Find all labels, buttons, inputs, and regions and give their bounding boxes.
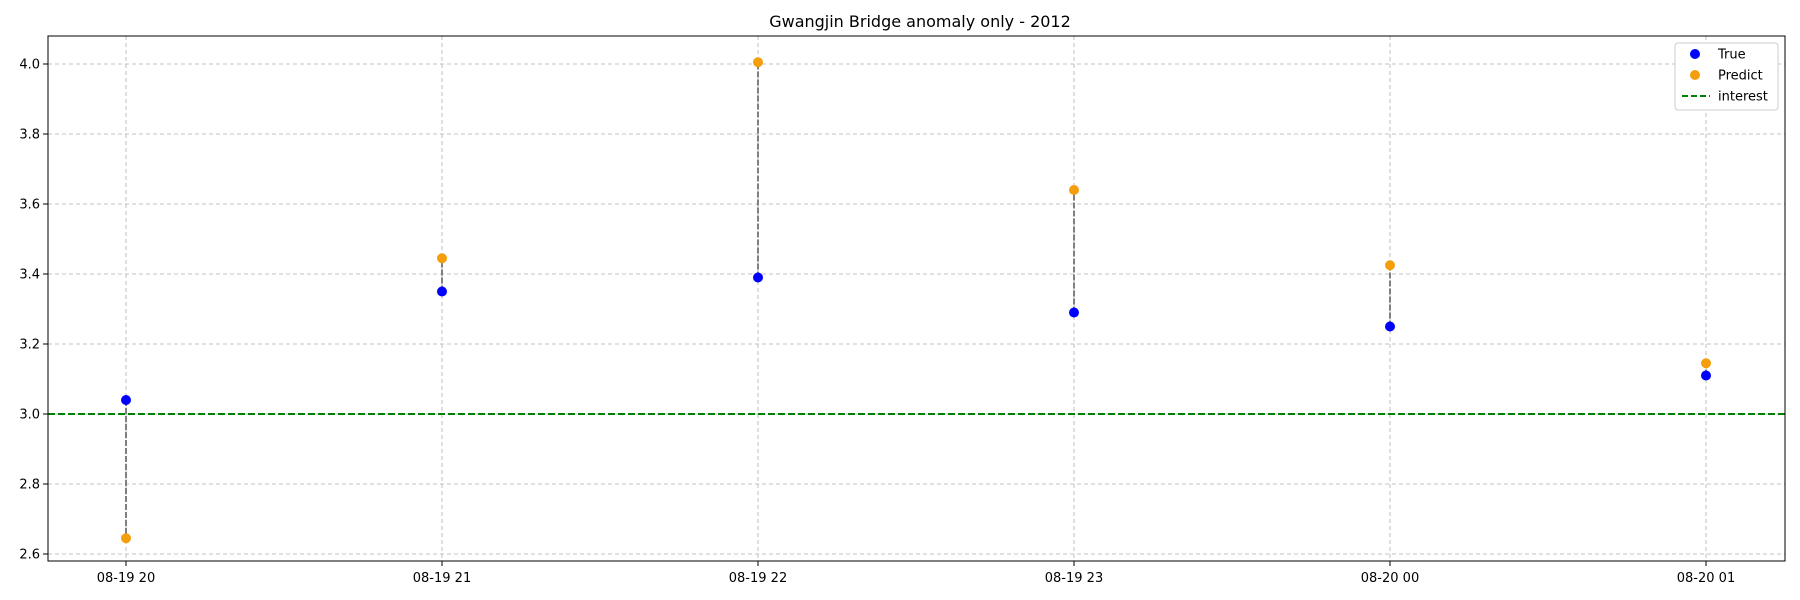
predict-point	[753, 57, 763, 68]
true-point	[753, 272, 763, 283]
x-axis: 08-19 20 08-19 21 08-19 22 08-19 23 08-20 00…	[97, 561, 1735, 586]
y-tick-label: 3.6	[19, 198, 40, 213]
points	[121, 57, 1711, 544]
grid	[48, 36, 1785, 561]
legend-interest-label: interest	[1718, 90, 1768, 105]
y-tick-label: 3.0	[19, 408, 40, 423]
true-point	[1385, 321, 1395, 332]
true-point	[121, 395, 131, 405]
legend-predict-label: Predict	[1718, 69, 1763, 84]
x-tick-label: 08-19 23	[1045, 571, 1103, 586]
legend-predict-marker	[1690, 70, 1700, 80]
x-tick-label: 08-19 20	[97, 571, 155, 586]
y-tick-label: 3.8	[19, 128, 40, 143]
true-point	[1069, 307, 1079, 318]
legend-box	[1674, 42, 1779, 111]
y-tick-label: 3.4	[19, 268, 40, 283]
x-tick-label: 08-19 22	[729, 571, 787, 586]
chart-title: Gwangjin Bridge anomaly only - 2012	[769, 12, 1071, 31]
x-tick-label: 08-19 21	[413, 571, 471, 586]
y-tick-label: 3.2	[19, 338, 40, 353]
predict-point	[1069, 185, 1079, 195]
true-point	[437, 286, 447, 297]
plot-frame	[47, 35, 1786, 562]
connectors	[125, 62, 1707, 539]
legend-true-label: True	[1717, 48, 1746, 63]
y-tick-label: 2.8	[19, 478, 40, 493]
true-point	[1701, 370, 1711, 381]
legend: True Predict interest	[1674, 42, 1779, 111]
y-tick-label: 2.6	[19, 548, 40, 563]
y-axis: 2.6 2.8 3.0 3.2 3.4 3.6 3.8 4.0	[19, 58, 48, 563]
y-tick-label: 4.0	[19, 58, 40, 73]
predict-point	[1701, 358, 1711, 369]
predict-point	[1385, 260, 1395, 271]
x-tick-label: 08-20 01	[1677, 571, 1735, 586]
predict-point	[121, 533, 131, 544]
predict-point	[437, 253, 447, 264]
x-tick-label: 08-20 00	[1361, 571, 1419, 586]
legend-true-marker	[1690, 49, 1700, 59]
